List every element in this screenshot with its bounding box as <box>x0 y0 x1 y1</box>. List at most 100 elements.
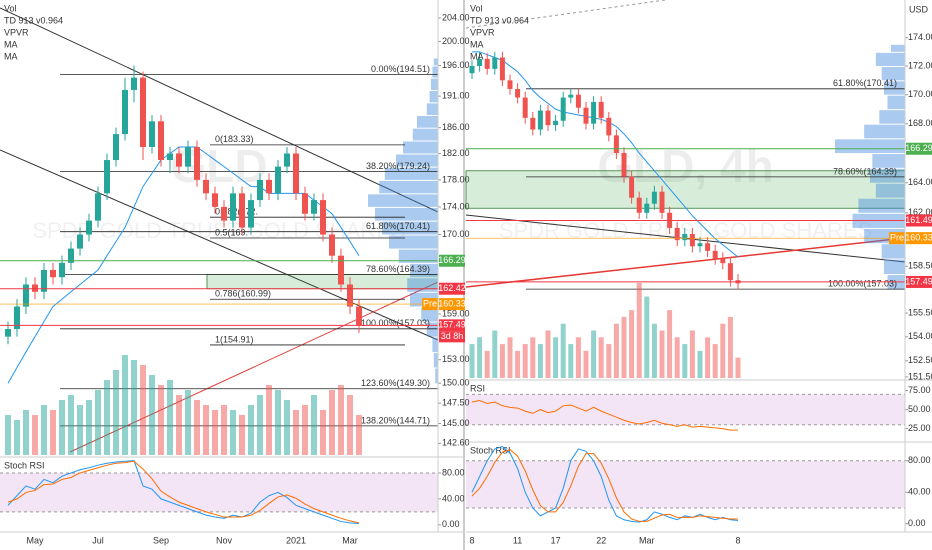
volume-bar <box>553 337 559 378</box>
volume-bar <box>158 385 164 455</box>
oscillator-line <box>7 460 360 524</box>
candle-body <box>41 269 47 292</box>
vpvr-bar <box>872 154 905 168</box>
price-tag-label: 157.49 <box>438 320 466 330</box>
vpvr-bar <box>403 141 438 154</box>
candle-body <box>185 146 191 167</box>
candle-body <box>651 191 657 204</box>
volume-bar <box>230 410 236 455</box>
candle-body <box>95 193 101 221</box>
volume-bar <box>469 344 475 378</box>
volume-bar <box>293 410 299 455</box>
indicator-label: MA <box>470 51 484 61</box>
volume-bar <box>203 405 209 455</box>
fib-label: 0.382(172. <box>215 207 258 217</box>
volume-bar <box>185 390 191 455</box>
volume-bar <box>606 344 612 378</box>
volume-bar <box>705 337 711 378</box>
y-tick-label: 159.00 <box>442 308 470 318</box>
candle-body <box>239 193 245 228</box>
candle-body <box>545 110 551 126</box>
volume-bar <box>194 400 200 455</box>
vpvr-bar <box>879 110 905 124</box>
volume-bar <box>167 380 173 455</box>
vpvr-bar <box>432 337 438 352</box>
candle-body <box>194 146 200 180</box>
fib-label: 1(154.91) <box>215 334 254 344</box>
y-tick-label: 25.00 <box>908 423 931 433</box>
volume-bar <box>347 395 353 455</box>
vpvr-bar <box>432 66 438 78</box>
vpvr-bar <box>429 90 438 103</box>
y-tick-label: 158.50 <box>908 261 932 271</box>
volume-bar <box>674 337 680 378</box>
volume-bar <box>492 330 498 378</box>
oscillator-band <box>466 460 905 508</box>
vpvr-bar <box>379 180 438 194</box>
volume-bar <box>68 395 74 455</box>
x-tick-label: 22 <box>596 535 606 545</box>
volume-bar <box>712 344 718 378</box>
candle-body <box>705 243 711 251</box>
y-tick-label: 170.00 <box>908 89 932 99</box>
candle-body <box>613 135 619 154</box>
candle-body <box>284 153 290 167</box>
candle-body <box>606 117 612 136</box>
candle-body <box>484 58 490 69</box>
price-tag-label: 160.33 <box>438 298 466 308</box>
price-tag <box>439 298 465 311</box>
y-tick-label: 191.00 <box>442 91 470 101</box>
y-tick-label: 153.00 <box>442 354 470 364</box>
volume-bar <box>522 344 528 378</box>
volume-bar <box>86 400 92 455</box>
candle-body <box>158 121 164 161</box>
y-tick-label: 174.00 <box>908 32 932 42</box>
candle-body <box>86 220 92 235</box>
indicator-label: MA <box>4 51 18 61</box>
candle-body <box>140 77 146 147</box>
candle-body <box>629 176 635 198</box>
volume-bar <box>302 405 308 455</box>
price-tag-note-label: 3d 8h <box>441 331 464 341</box>
candle-body <box>492 57 498 69</box>
y-tick-label: 172.00 <box>908 60 932 70</box>
oscillator-line <box>471 449 738 522</box>
fib-label: 123.60%(149.30) <box>361 378 430 388</box>
volume-bar <box>104 380 110 455</box>
volume-bar <box>5 415 11 455</box>
fib-label: 138.20%(144.71) <box>361 415 430 425</box>
vpvr-bar <box>875 52 905 67</box>
vpvr-bar <box>884 81 905 95</box>
volume-bar <box>697 350 703 378</box>
candle-body <box>68 248 74 263</box>
vpvr-bar <box>891 44 905 52</box>
fib-label: 100.00%(157.03) <box>828 278 897 288</box>
y-tick-label: 162.00 <box>908 207 932 217</box>
oscillator-band <box>0 472 438 512</box>
y-tick-label: 0.00 <box>908 518 926 528</box>
volume-bar <box>507 337 513 378</box>
vpvr-bar <box>858 198 905 213</box>
x-tick-label: 8 <box>469 535 474 545</box>
candle-body <box>320 200 326 235</box>
volume-bar <box>32 415 38 455</box>
volume-bar <box>149 375 155 455</box>
volume-bar <box>77 405 83 455</box>
candle-body <box>293 153 299 194</box>
price-tag-note <box>439 331 465 343</box>
y-tick-label: 170.00 <box>442 229 470 239</box>
volume-bar <box>266 385 272 455</box>
candle-body <box>5 329 11 337</box>
price-tag-prefix-label: Pre <box>890 233 904 243</box>
candle-body <box>712 250 718 259</box>
volume-bar <box>14 420 20 455</box>
candle-body <box>682 234 688 241</box>
vpvr-bar <box>412 128 438 141</box>
fib-label: 38.20%(179.24) <box>366 161 430 171</box>
volume-bar <box>735 357 741 378</box>
candle-body <box>499 57 505 81</box>
vpvr-bar <box>884 259 905 275</box>
x-tick-label: 2021 <box>286 535 306 545</box>
price-tag-label: 161.49 <box>905 215 932 225</box>
vpvr-bar <box>433 58 438 66</box>
